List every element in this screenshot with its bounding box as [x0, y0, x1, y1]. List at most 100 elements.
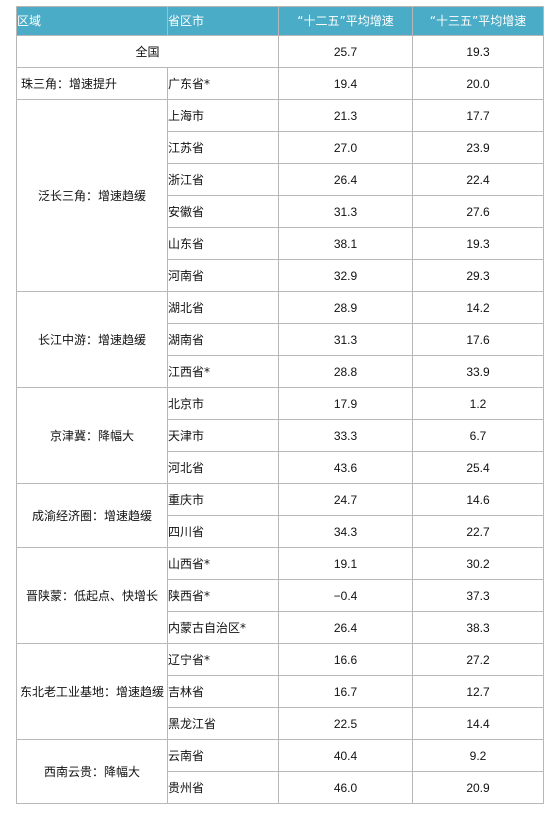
g12-cell: 28.9 [278, 291, 413, 324]
region-cell: 成渝经济圈：增速趋缓 [16, 483, 168, 548]
province-cell: 贵州省 [167, 771, 279, 804]
g12-cell: 31.3 [278, 323, 413, 356]
table-row: 京津冀：降幅大 北京市 17.9 1.2 [16, 387, 544, 484]
g12-cell: 34.3 [278, 515, 413, 548]
growth-table: 区域 省区市 “十二五”平均增速 “十三五”平均增速 全国 25.7 19.3 … [16, 6, 544, 804]
g13-cell: 30.2 [412, 547, 544, 580]
g12-cell: 27.0 [278, 131, 413, 164]
g13-cell: 17.6 [412, 323, 544, 356]
region-cell: 京津冀：降幅大 [16, 387, 168, 484]
g13-cell: 27.2 [412, 643, 544, 676]
province-cell: 山西省* [167, 547, 279, 580]
table-row: 成渝经济圈：增速趋缓 重庆市 24.7 14.6 [16, 483, 544, 548]
table-row: 河北省 43.6 25.4 [17, 451, 544, 484]
province-cell: 云南省 [167, 739, 279, 772]
g13-cell: 17.7 [412, 99, 544, 132]
g12-cell: 26.4 [278, 163, 413, 196]
table-row: 山东省 38.1 19.3 [17, 227, 544, 260]
g13-cell: 1.2 [412, 387, 544, 420]
g13-cell: 38.3 [412, 611, 544, 644]
province-cell: 浙江省 [167, 163, 279, 196]
province-cell: 北京市 [167, 387, 279, 420]
province-cell: 陕西省* [167, 579, 279, 612]
table-row: 晋陕蒙：低起点、快增长 山西省* 19.1 30.2 [16, 547, 544, 644]
province-cell: 广东省* [167, 67, 279, 100]
g13-cell: 33.9 [412, 355, 544, 388]
province-cell: 黑龙江省 [167, 707, 279, 740]
table-row: 安徽省 31.3 27.6 [17, 195, 544, 228]
table-row: 四川省 34.3 22.7 [17, 515, 544, 548]
g13-cell: 20.9 [412, 771, 544, 804]
province-cell: 安徽省 [167, 195, 279, 228]
national-g12: 25.7 [278, 35, 413, 68]
table-row: 长江中游：增速趋缓 湖北省 28.9 14.2 [16, 291, 544, 388]
g12-cell: 16.7 [278, 675, 413, 708]
province-cell: 山东省 [167, 227, 279, 260]
province-cell: 江西省* [167, 355, 279, 388]
g12-cell: 46.0 [278, 771, 413, 804]
g13-cell: 27.6 [412, 195, 544, 228]
province-cell: 内蒙古自治区* [167, 611, 279, 644]
region-cell: 泛长三角：增速趋缓 [16, 99, 168, 292]
table-row: 天津市 33.3 6.7 [17, 419, 544, 452]
g12-cell: 19.4 [278, 67, 413, 100]
g13-cell: 14.6 [412, 483, 544, 516]
province-cell: 江苏省 [167, 131, 279, 164]
region-cell: 东北老工业基地：增速趋缓 [16, 643, 168, 740]
g12-cell: 21.3 [278, 99, 413, 132]
region-cell: 晋陕蒙：低起点、快增长 [16, 547, 168, 644]
province-cell: 湖北省 [167, 291, 279, 324]
table-row: 西南云贵：降幅大 云南省 40.4 9.2 [16, 739, 544, 804]
g12-cell: 17.9 [278, 387, 413, 420]
g12-cell: 22.5 [278, 707, 413, 740]
region-cell: 珠三角：增速提升 [16, 67, 168, 100]
g13-cell: 20.0 [412, 67, 544, 100]
table-row: 河南省 32.9 29.3 [17, 259, 544, 292]
g13-cell: 29.3 [412, 259, 544, 292]
g13-cell: 12.7 [412, 675, 544, 708]
table-row: 泛长三角：增速趋缓 上海市 21.3 17.7 [16, 99, 544, 292]
g13-cell: 9.2 [412, 739, 544, 772]
table-row: 浙江省 26.4 22.4 [17, 163, 544, 196]
g13-cell: 37.3 [412, 579, 544, 612]
g12-cell: 31.3 [278, 195, 413, 228]
header-g12: “十二五”平均增速 [278, 6, 413, 36]
g12-cell: 32.9 [278, 259, 413, 292]
province-cell: 上海市 [167, 99, 279, 132]
g12-cell: 16.6 [278, 643, 413, 676]
g12-cell: 24.7 [278, 483, 413, 516]
province-cell: 四川省 [167, 515, 279, 548]
national-label: 全国 [16, 35, 279, 68]
province-cell: 河南省 [167, 259, 279, 292]
header-region: 区域 [16, 6, 168, 36]
g13-cell: 22.4 [412, 163, 544, 196]
table-body: 全国 25.7 19.3 珠三角：增速提升 广东省* 19.4 20.0 泛长三角：增速… [16, 35, 544, 804]
table-row: 江西省* 28.8 33.9 [17, 355, 544, 388]
g12-cell: 33.3 [278, 419, 413, 452]
national-row: 全国 25.7 19.3 [16, 35, 544, 68]
g13-cell: 23.9 [412, 131, 544, 164]
g13-cell: 19.3 [412, 227, 544, 260]
region-cell: 西南云贵：降幅大 [16, 739, 168, 804]
g12-cell: 28.8 [278, 355, 413, 388]
table-row: 贵州省 46.0 20.9 [17, 771, 544, 804]
g13-cell: 14.4 [412, 707, 544, 740]
g13-cell: 25.4 [412, 451, 544, 484]
header-province: 省区市 [167, 6, 279, 36]
national-g13: 19.3 [412, 35, 544, 68]
g13-cell: 6.7 [412, 419, 544, 452]
table-row: 湖南省 31.3 17.6 [17, 323, 544, 356]
table-row: 陕西省* −0.4 37.3 [17, 579, 544, 612]
province-cell: 重庆市 [167, 483, 279, 516]
province-cell: 湖南省 [167, 323, 279, 356]
g12-cell: 26.4 [278, 611, 413, 644]
g12-cell: 38.1 [278, 227, 413, 260]
province-cell: 河北省 [167, 451, 279, 484]
province-cell: 天津市 [167, 419, 279, 452]
g13-cell: 22.7 [412, 515, 544, 548]
province-cell: 吉林省 [167, 675, 279, 708]
g12-cell: 19.1 [278, 547, 413, 580]
table-row: 江苏省 27.0 23.9 [17, 131, 544, 164]
g12-cell: −0.4 [278, 579, 413, 612]
